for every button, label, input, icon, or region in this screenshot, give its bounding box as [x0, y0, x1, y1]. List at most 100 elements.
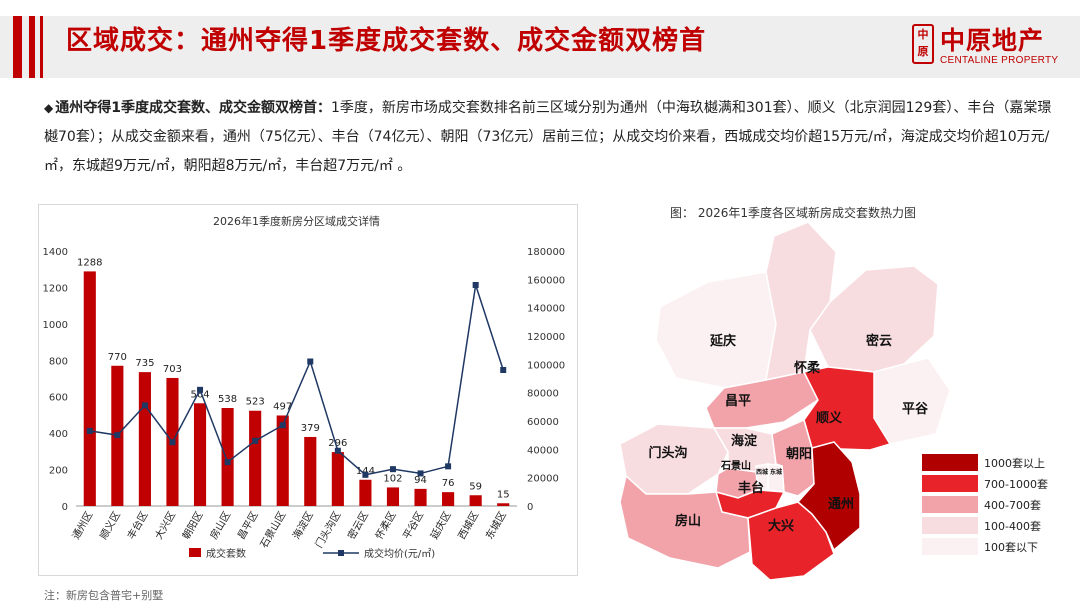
line-point: [197, 386, 204, 393]
map-title: 图： 2026年1季度各区域新房成交套数热力图: [670, 206, 916, 220]
map-region-label: 大兴: [768, 518, 794, 534]
map-region-label: 顺义: [816, 410, 843, 426]
title-bar: [0, 16, 1080, 78]
bar: [497, 503, 510, 506]
map-region: [655, 271, 777, 389]
x-tick-label: 怀柔区: [373, 510, 398, 542]
bar: [249, 410, 262, 506]
logo-mark-top: 中: [917, 28, 929, 41]
map-region: [802, 366, 892, 451]
bar: [469, 495, 482, 506]
bar: [359, 479, 372, 506]
company-logo: 中 原 中原地产 CENTALINE PROPERTY: [912, 20, 1072, 70]
map-region-label: 怀柔: [794, 360, 821, 376]
line-point: [224, 459, 231, 466]
bullet-icon: ◆: [44, 101, 54, 115]
line-point: [252, 437, 259, 444]
x-tick-label: 房山区: [207, 509, 233, 541]
map-legend-swatch: [922, 454, 978, 471]
bar: [331, 452, 344, 506]
line-point: [389, 466, 396, 473]
map-region-label: 朝阳: [786, 446, 812, 462]
line-point: [114, 432, 121, 439]
series-line: [89, 284, 504, 476]
x-tick-label: 顺义区: [98, 510, 123, 542]
line-point: [445, 463, 452, 470]
map-region: [771, 418, 815, 497]
logo-text-cn: 中原地产: [940, 26, 1045, 55]
bar-data-label: 102: [383, 473, 402, 484]
map-region-label: 东城: [770, 468, 782, 476]
line-point: [169, 439, 176, 446]
slide-title: 区域成交：通州夺得1季度成交套数、成交金额双榜首: [66, 26, 707, 56]
line-point: [362, 471, 369, 478]
y-right-tick-label: 0: [527, 502, 533, 513]
y-left-tick-label: 1200: [43, 283, 68, 294]
map-region-label: 延庆: [709, 333, 736, 349]
legend-bar-swatch: [189, 548, 201, 557]
x-tick-label: 东城区: [483, 509, 509, 541]
bar-data-label: 59: [469, 481, 482, 492]
map-legend-label: 700-1000套: [984, 478, 1048, 491]
y-right-tick-label: 140000: [527, 304, 565, 315]
accent-stripe: [40, 16, 43, 78]
y-right-tick-label: 120000: [527, 332, 565, 343]
map-legend-label: 100套以下: [984, 541, 1038, 554]
y-right-tick-label: 160000: [527, 275, 565, 286]
bar: [193, 403, 207, 506]
bar-data-label: 703: [163, 364, 182, 375]
bar-line-chart: 2026年1季度新房分区域成交详情 0 200 400 600 800 1000 1200 14…: [38, 204, 578, 576]
legend-line-marker: [338, 550, 344, 556]
y-left-tick-label: 800: [49, 356, 68, 367]
bar: [221, 408, 234, 506]
x-tick-label: 平谷区: [401, 510, 426, 542]
line-point: [141, 402, 148, 409]
x-tick-label: 延庆区: [427, 509, 453, 541]
map-region: [809, 265, 939, 373]
bar: [414, 488, 427, 506]
bar: [138, 372, 151, 506]
y-right-tick-label: 80000: [527, 389, 559, 400]
y-left-tick-label: 400: [49, 429, 68, 440]
logo-mark-bottom: 原: [917, 45, 929, 58]
logo-mark: 中 原: [912, 24, 934, 64]
map-region-label: 西城: [756, 468, 768, 476]
summary-text: 1季度，新房市场成交套数排名前三区域分别为通州（中海玖樾满和301套）、顺义（北…: [44, 100, 1052, 174]
chart-canvas: 2026年1季度新房分区域成交详情 0 200 400 600 800 1000 1200 14…: [43, 214, 566, 560]
bar-data-label: 735: [135, 358, 154, 369]
chart-title: 2026年1季度新房分区域成交详情: [213, 214, 380, 228]
x-tick-label: 海淀区: [290, 509, 316, 541]
summary-paragraph: ◆ 通州夺得1季度成交套数、成交金额双榜首：1季度，新房市场成交套数排名前三区域分…: [44, 94, 1064, 181]
line-point: [307, 358, 314, 365]
map-region: [705, 371, 819, 429]
bar: [386, 487, 400, 506]
x-tick-label: 密云区: [345, 509, 371, 541]
bar-data-label: 523: [246, 397, 265, 408]
map-legend-swatch: [922, 496, 978, 513]
y-left-tick-label: 1000: [43, 320, 68, 331]
map-legend-label: 400-700套: [984, 499, 1041, 512]
line-point: [472, 282, 479, 288]
bar: [276, 415, 289, 506]
bar-data-label: 94: [414, 475, 427, 486]
legend-line-label: 成交均价(元/㎡): [364, 547, 435, 560]
x-tick-label: 通州区: [70, 510, 95, 542]
y-left-tick-label: 200: [49, 466, 68, 477]
x-tick-label: 昌平区: [235, 510, 260, 542]
map-region-label: 门头沟: [648, 445, 687, 461]
map-region-label: 通州: [828, 496, 854, 512]
bar-data-label: 564: [190, 389, 209, 400]
y-right-tick-label: 60000: [527, 417, 559, 428]
y-left-tick-label: 600: [49, 393, 68, 404]
map-legend-label: 100-400套: [984, 520, 1041, 533]
bar: [83, 271, 96, 506]
x-tick-label: 门头沟区: [312, 509, 343, 550]
bar: [304, 436, 317, 506]
y-left-tick-label: 0: [62, 502, 68, 513]
line-point: [417, 470, 424, 477]
bar-data-label: 379: [301, 423, 320, 434]
x-tick-label: 大兴区: [152, 509, 178, 541]
bar-data-label: 296: [328, 438, 347, 449]
footnote: 注：新房包含普宅+别墅: [44, 589, 164, 602]
